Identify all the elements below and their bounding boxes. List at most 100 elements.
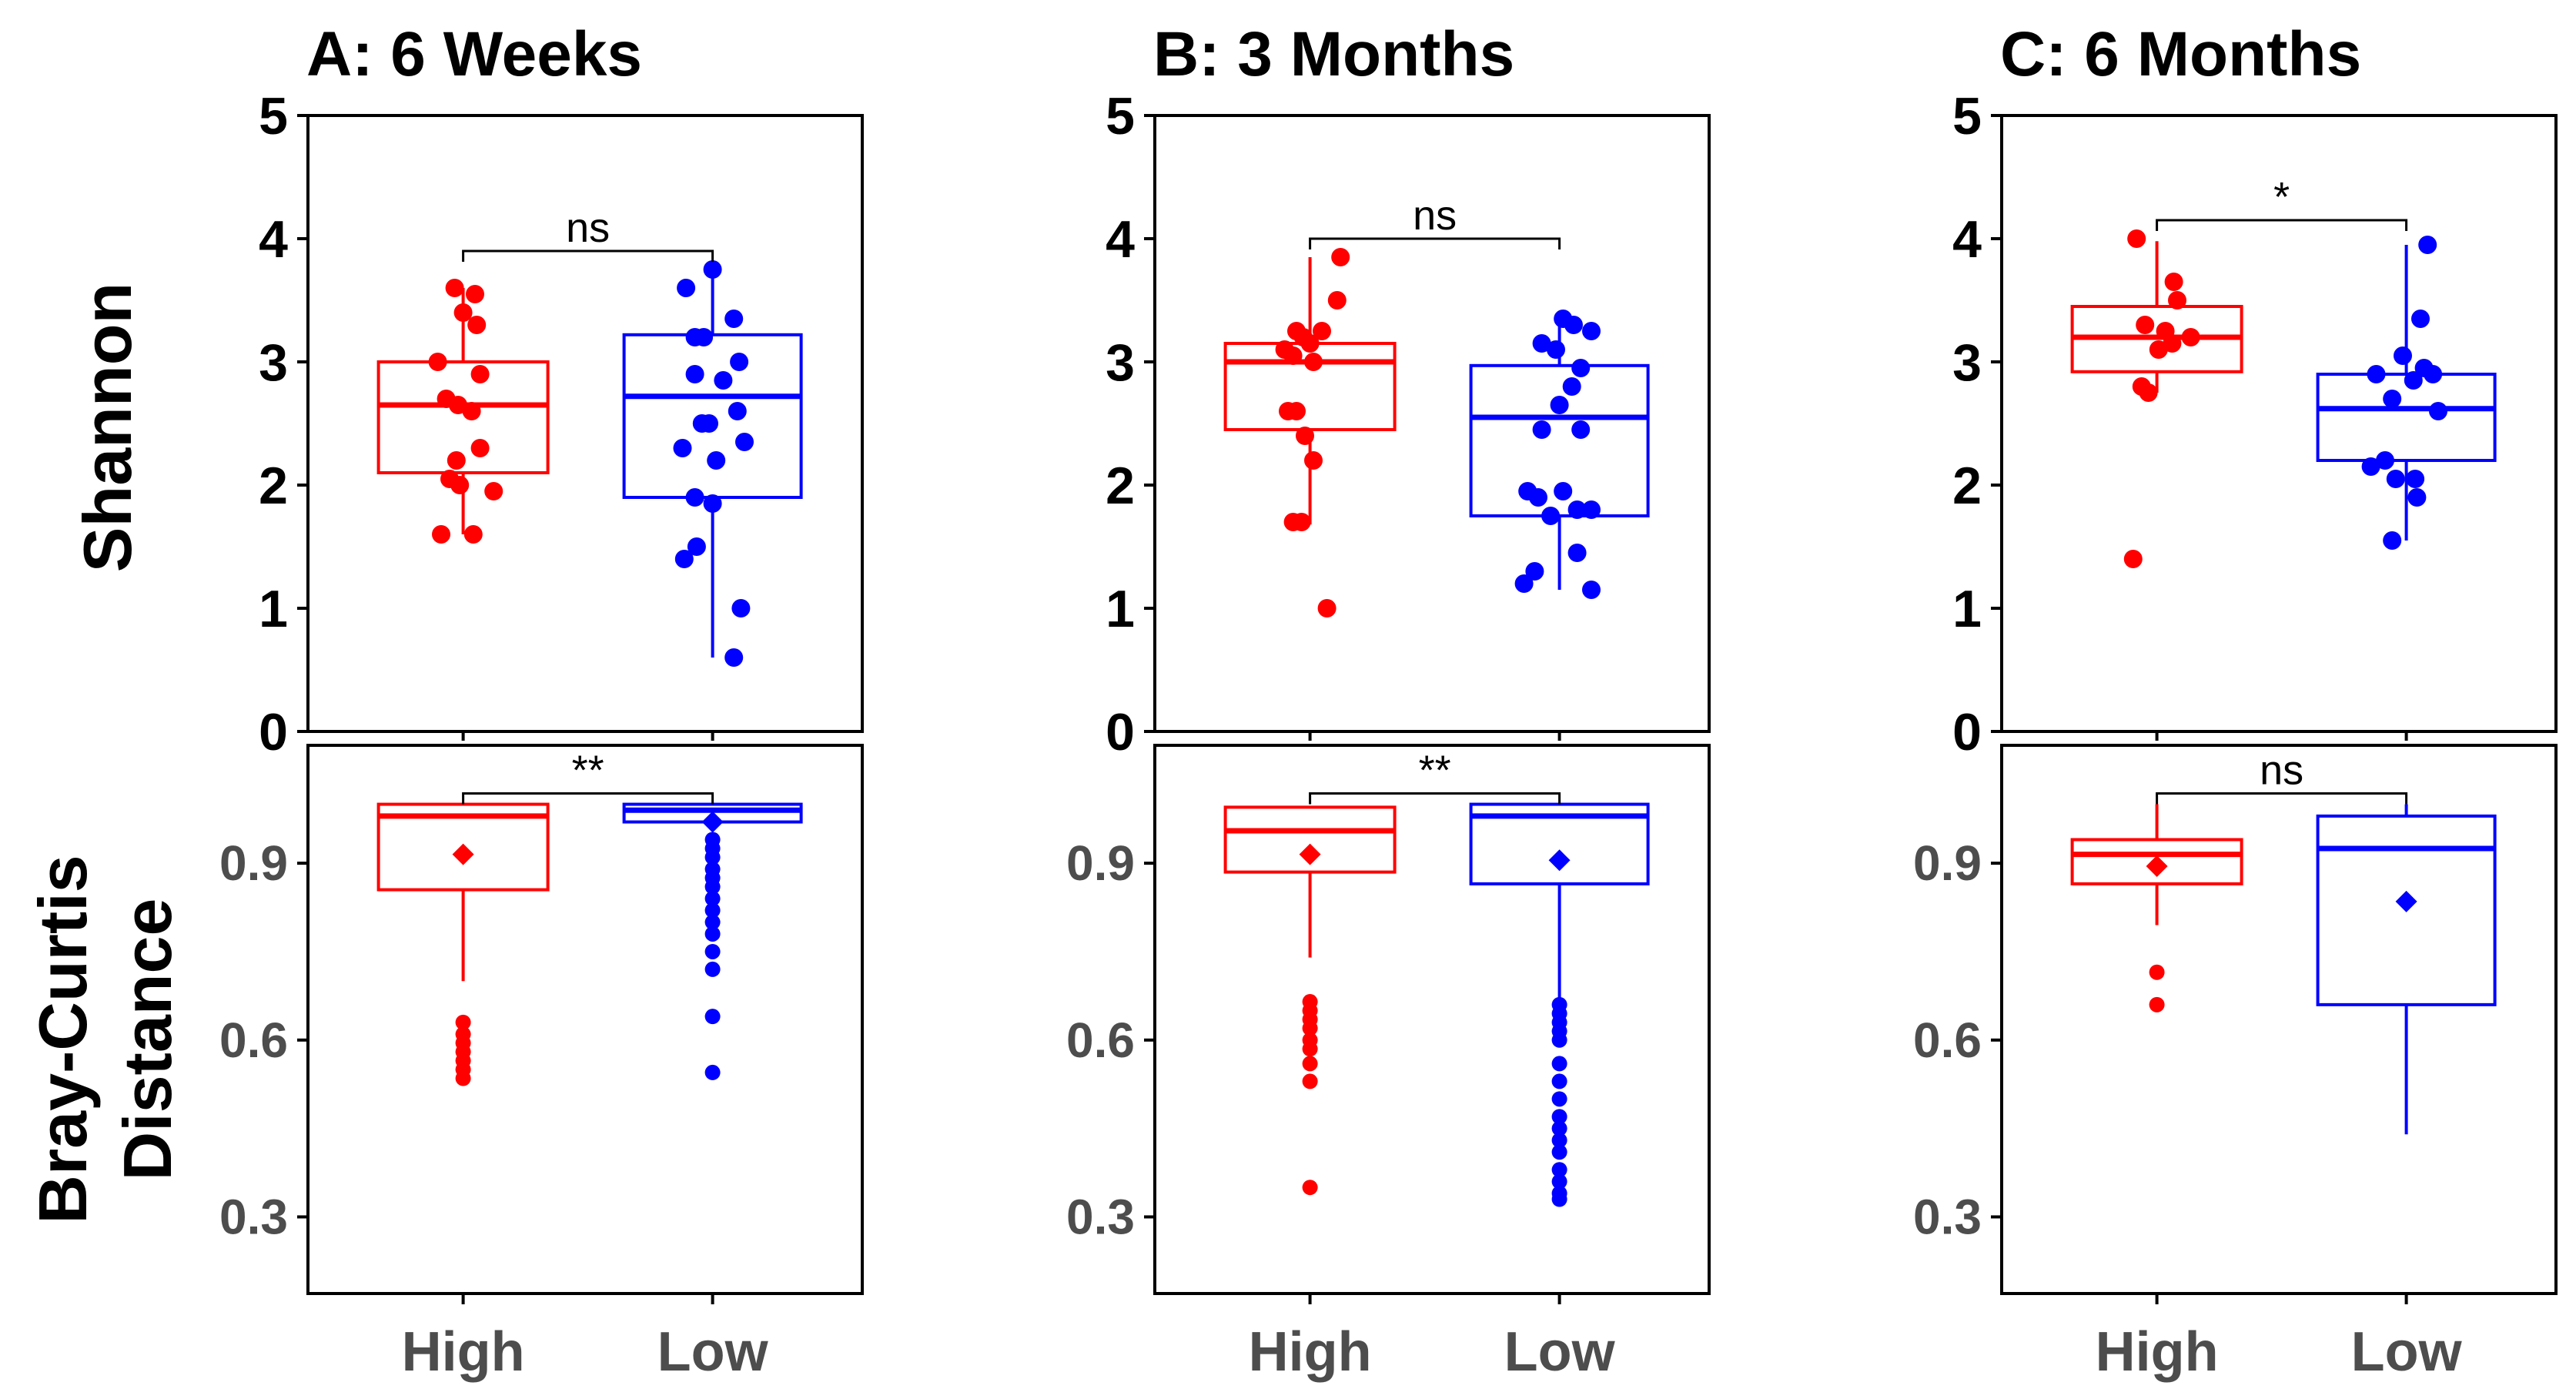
data-point bbox=[2361, 457, 2380, 476]
data-point bbox=[2123, 550, 2143, 568]
data-point bbox=[2411, 310, 2430, 328]
y-tick-label: 1 bbox=[259, 580, 288, 638]
y-tick-label: 2 bbox=[259, 457, 288, 515]
panel-bray-curtis-c: 0.3 0.6 0.9 High Low ns bbox=[1913, 744, 2558, 1383]
data-point bbox=[2136, 316, 2155, 334]
y-tick-label: 3 bbox=[259, 333, 288, 392]
data-point bbox=[2407, 488, 2427, 507]
outlier-point bbox=[704, 891, 721, 907]
panel-shannon-c: 0 1 2 3 4 5 * bbox=[1952, 87, 2558, 761]
mean-marker bbox=[1299, 843, 1321, 865]
panel-frame bbox=[1153, 744, 1711, 1295]
y-tick-label: 1 bbox=[1106, 580, 1135, 638]
data-point bbox=[1582, 500, 1601, 519]
data-point bbox=[1532, 420, 1551, 439]
data-point bbox=[2367, 365, 2386, 383]
outlier-point bbox=[704, 961, 721, 977]
y-tick-label: 0 bbox=[1952, 703, 1982, 761]
data-point bbox=[2139, 383, 2158, 402]
panel-title-a: A: 6 Weeks bbox=[306, 19, 642, 89]
y-tick-label: 0.6 bbox=[1066, 1012, 1135, 1068]
x-tick-label: Low bbox=[2351, 1321, 2463, 1383]
panel-shannon-a: 0 1 2 3 4 5 ns bbox=[259, 87, 864, 761]
data-point bbox=[724, 310, 744, 328]
outlier-point bbox=[1551, 1073, 1567, 1089]
y-tick-label: 3 bbox=[1952, 333, 1982, 392]
outlier-point bbox=[704, 849, 721, 865]
data-point bbox=[2424, 365, 2443, 383]
data-point bbox=[1304, 353, 1323, 371]
outlier-point bbox=[1302, 1020, 1318, 1036]
data-point bbox=[1317, 599, 1337, 618]
data-point bbox=[450, 476, 470, 494]
significance-label: ns bbox=[1413, 192, 1457, 239]
mean-marker bbox=[2146, 855, 2168, 877]
data-point bbox=[470, 439, 490, 457]
x-tick-label: Low bbox=[657, 1321, 769, 1383]
data-point bbox=[1304, 451, 1323, 470]
y-tick-label: 4 bbox=[1106, 210, 1135, 269]
data-point bbox=[1541, 507, 1561, 525]
outlier-point bbox=[1551, 1162, 1567, 1178]
outlier-point bbox=[1551, 1032, 1567, 1048]
y-tick-label: 0.3 bbox=[219, 1189, 288, 1244]
outlier-point bbox=[704, 1064, 721, 1080]
panel-frame bbox=[306, 114, 864, 733]
panel-frame bbox=[306, 744, 864, 1295]
data-point bbox=[714, 371, 733, 390]
mean-marker bbox=[701, 811, 724, 833]
data-point bbox=[1287, 402, 1306, 420]
outlier-point bbox=[704, 1009, 721, 1025]
x-tick-label: High bbox=[402, 1321, 525, 1383]
data-point bbox=[467, 316, 487, 334]
data-point bbox=[694, 328, 714, 346]
data-point bbox=[703, 494, 722, 513]
y-tick-label: 3 bbox=[1106, 333, 1135, 392]
data-point bbox=[692, 414, 711, 433]
data-point bbox=[484, 482, 503, 500]
panel-title-c: C: 6 Months bbox=[2000, 19, 2361, 89]
outlier-point bbox=[1302, 1041, 1318, 1057]
outlier-point bbox=[1551, 1056, 1567, 1072]
outlier-point bbox=[1551, 1120, 1567, 1136]
significance-bracket bbox=[2156, 792, 2408, 805]
outlier-point bbox=[1302, 1073, 1318, 1089]
panel-frame bbox=[2000, 114, 2558, 733]
outlier-point bbox=[1551, 1091, 1567, 1107]
significance-label: * bbox=[2273, 174, 2290, 220]
y-tick-label: 0.3 bbox=[1913, 1189, 1982, 1244]
data-point bbox=[1571, 359, 1591, 377]
outlier-point bbox=[1551, 1173, 1567, 1190]
outlier-point bbox=[455, 1070, 471, 1086]
outlier-point bbox=[704, 914, 721, 930]
significance-label: ** bbox=[572, 748, 604, 794]
outlier-point bbox=[704, 879, 721, 895]
y-tick-label: 4 bbox=[259, 210, 288, 269]
data-point bbox=[1564, 316, 1583, 334]
data-point bbox=[453, 303, 473, 322]
panel-frame bbox=[1153, 114, 1711, 733]
data-point bbox=[2386, 470, 2405, 488]
data-point bbox=[2394, 346, 2412, 365]
y-label-shannon: Shannon bbox=[69, 283, 146, 572]
panel-frame bbox=[2000, 744, 2558, 1295]
data-point bbox=[677, 279, 696, 297]
data-point bbox=[687, 537, 706, 556]
data-point bbox=[2149, 340, 2168, 359]
y-tick-label: 4 bbox=[1952, 210, 1982, 269]
data-point bbox=[2383, 390, 2402, 408]
data-point bbox=[2164, 273, 2183, 291]
data-point bbox=[1525, 562, 1544, 581]
y-label-bray-curtis: Bray-Curtis bbox=[25, 855, 101, 1223]
data-point bbox=[730, 353, 749, 371]
outlier-point bbox=[704, 943, 721, 959]
data-point bbox=[1327, 291, 1347, 310]
data-point bbox=[2168, 291, 2186, 310]
y-tick-label: 0.6 bbox=[1913, 1012, 1982, 1068]
data-point bbox=[2406, 470, 2425, 488]
data-point bbox=[1554, 482, 1573, 500]
y-tick-label: 2 bbox=[1106, 457, 1135, 515]
x-tick-label: Low bbox=[1504, 1321, 1616, 1383]
y-tick-label: 5 bbox=[1952, 87, 1982, 146]
